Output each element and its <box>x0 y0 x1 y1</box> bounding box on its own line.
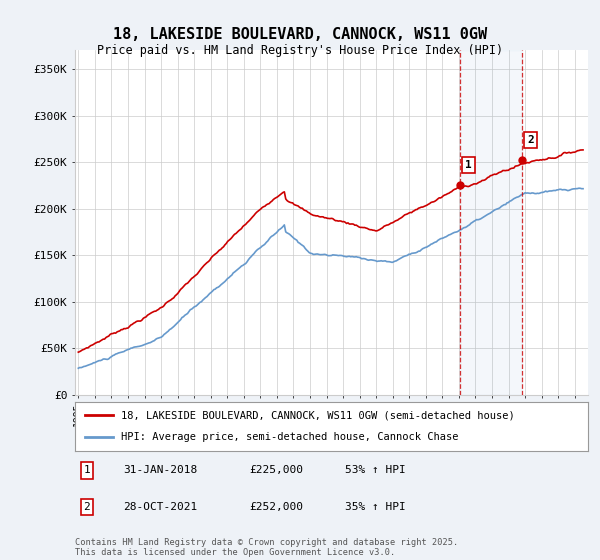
Text: £252,000: £252,000 <box>249 502 303 512</box>
Text: 1: 1 <box>465 160 472 170</box>
Text: £225,000: £225,000 <box>249 465 303 475</box>
Bar <box>460 50 523 395</box>
Text: Price paid vs. HM Land Registry's House Price Index (HPI): Price paid vs. HM Land Registry's House … <box>97 44 503 57</box>
Text: 1: 1 <box>83 465 91 475</box>
Text: Contains HM Land Registry data © Crown copyright and database right 2025.
This d: Contains HM Land Registry data © Crown c… <box>75 538 458 557</box>
Text: 18, LAKESIDE BOULEVARD, CANNOCK, WS11 0GW (semi-detached house): 18, LAKESIDE BOULEVARD, CANNOCK, WS11 0G… <box>121 410 515 421</box>
Text: 2: 2 <box>527 135 534 144</box>
Text: HPI: Average price, semi-detached house, Cannock Chase: HPI: Average price, semi-detached house,… <box>121 432 458 442</box>
Text: 18, LAKESIDE BOULEVARD, CANNOCK, WS11 0GW: 18, LAKESIDE BOULEVARD, CANNOCK, WS11 0G… <box>113 27 487 42</box>
Text: 31-JAN-2018: 31-JAN-2018 <box>123 465 197 475</box>
Text: 28-OCT-2021: 28-OCT-2021 <box>123 502 197 512</box>
Text: 2: 2 <box>83 502 91 512</box>
Text: 35% ↑ HPI: 35% ↑ HPI <box>345 502 406 512</box>
Text: 53% ↑ HPI: 53% ↑ HPI <box>345 465 406 475</box>
